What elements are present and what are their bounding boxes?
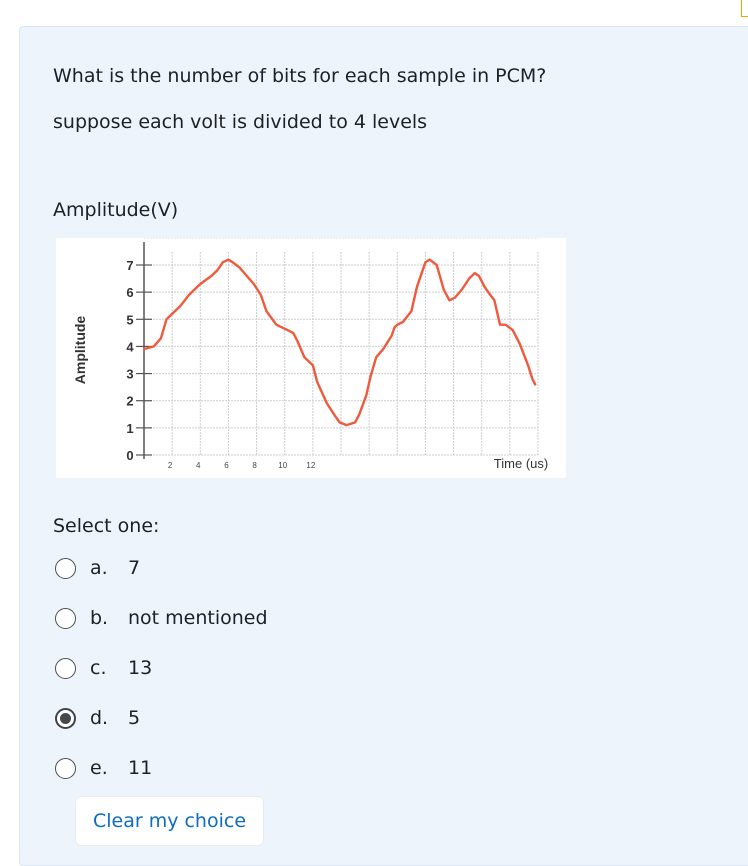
y-tick-label: 5 [126,312,133,327]
answer-a-radio[interactable] [55,557,76,579]
answer-b-radio[interactable] [55,607,76,629]
answer-option-a[interactable]: a. 7 [55,557,140,579]
x-tick-label: 6 [224,461,229,470]
x-tick-label: 8 [252,461,257,470]
answer-option-b[interactable]: b. not mentioned [55,607,268,629]
answer-a-letter: a. [90,557,108,579]
answer-option-c[interactable]: c. 13 [55,657,152,679]
x-tick-label: 2 [168,461,173,470]
answer-b-letter: b. [90,607,109,629]
y-tick-label: 1 [126,421,133,436]
select-one-label: Select one: [53,515,160,537]
y-tick-label: 6 [126,285,133,300]
y-tick-label: 0 [126,448,133,463]
question-hint: suppose each volt is divided to 4 levels [53,111,428,133]
answer-e-letter: e. [90,757,108,779]
amplitude-chart: 0 1 2 3 4 5 6 7 2 4 6 8 10 12 Amplitude Time (us) [56,238,566,478]
corner-mark [741,0,748,17]
y-tick-label: 7 [126,258,133,273]
answer-d-text: 5 [128,707,141,729]
y-axis-label: Amplitude [72,316,88,385]
answer-e-text: 11 [128,757,153,779]
answer-option-d[interactable]: d. 5 [55,707,140,729]
signal-line [142,258,537,427]
y-tick-label: 3 [126,367,133,382]
answer-e-radio[interactable] [55,757,76,779]
answer-option-e[interactable]: e. 11 [55,757,152,779]
question-text: What is the number of bits for each samp… [53,65,547,87]
x-tick-label: 12 [306,461,315,470]
figure-caption: Amplitude(V) [53,199,179,221]
x-axis-label: Time (us) [494,456,548,471]
answer-c-letter: c. [90,657,107,679]
question-card: What is the number of bits for each samp… [19,26,748,866]
answer-d-letter: d. [90,707,109,729]
answer-c-radio[interactable] [55,657,76,679]
y-tick-label: 2 [126,394,133,409]
y-tick-label: 4 [126,339,134,354]
answer-d-radio[interactable] [55,707,76,729]
answer-c-text: 13 [128,657,153,679]
clear-choice-button[interactable]: Clear my choice [75,796,264,846]
x-tick-label: 4 [196,461,201,470]
answer-a-text: 7 [128,557,141,579]
x-tick-label: 10 [278,461,287,470]
answer-b-text: not mentioned [128,607,268,629]
